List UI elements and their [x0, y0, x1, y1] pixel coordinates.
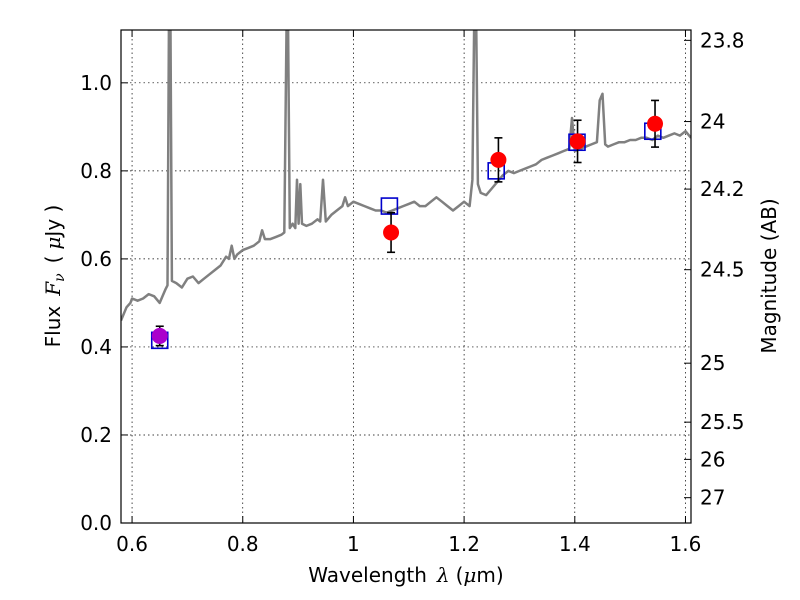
- y2-tick-label: 24.2: [700, 177, 745, 201]
- observed-photometry-point: [383, 224, 400, 241]
- data-layer: [121, 30, 691, 350]
- x-tick-label: 1.6: [670, 532, 702, 556]
- observed-photometry-point: [647, 115, 664, 132]
- y-tick-labels: 0.0 0.2 0.4 0.6 0.8 1.0: [80, 71, 112, 535]
- y2-tick-label: 26: [700, 447, 725, 471]
- y2-tick-label: 24: [700, 110, 725, 134]
- observed-photometry-point: [490, 151, 507, 168]
- grid-lines: [121, 30, 691, 524]
- x-tick-label: 0.6: [116, 532, 148, 556]
- x-tick-label: 1: [347, 532, 360, 556]
- y-tick-label: 0.2: [80, 423, 112, 447]
- observed-photometry-point: [151, 327, 168, 344]
- y2-tick-label: 24.5: [700, 258, 745, 282]
- y-tick-label: 0.0: [80, 511, 112, 535]
- y-tick-label: 1.0: [80, 71, 112, 95]
- x-axis-title: Wavelength λ (μm): [308, 563, 503, 587]
- y2-tick-labels: 23.8 24 24.2 24.5 25 25.5 26 27: [700, 28, 745, 509]
- model-photometry-square: [380, 197, 399, 215]
- observed-photometry-points: [151, 115, 664, 344]
- y-axis-title: FluxFν(μJy ): [41, 205, 68, 348]
- y2-tick-label: 25: [700, 351, 725, 375]
- y2-tick-label: 27: [700, 486, 725, 510]
- error-bars: [155, 99, 660, 347]
- y-tick-label: 0.6: [80, 247, 112, 271]
- model-spectrum-line: [121, 30, 691, 321]
- plot-background: [121, 30, 691, 523]
- x-tick-labels: 0.6 0.8 1 1.2 1.4 1.6: [116, 532, 701, 556]
- x-tick-label: 1.4: [559, 532, 591, 556]
- y-tick-label: 0.8: [80, 159, 112, 183]
- observed-photometry-point: [569, 133, 586, 150]
- x-tick-label: 1.2: [448, 532, 480, 556]
- axis-ticks: [121, 30, 691, 524]
- y2-axis-title: Magnitude (AB): [757, 198, 781, 353]
- y2-tick-label: 23.8: [700, 28, 745, 52]
- y-tick-label: 0.4: [80, 335, 112, 359]
- plot-frame: [120, 29, 692, 524]
- x-tick-label: 0.8: [227, 532, 259, 556]
- y2-tick-label: 25.5: [700, 410, 745, 434]
